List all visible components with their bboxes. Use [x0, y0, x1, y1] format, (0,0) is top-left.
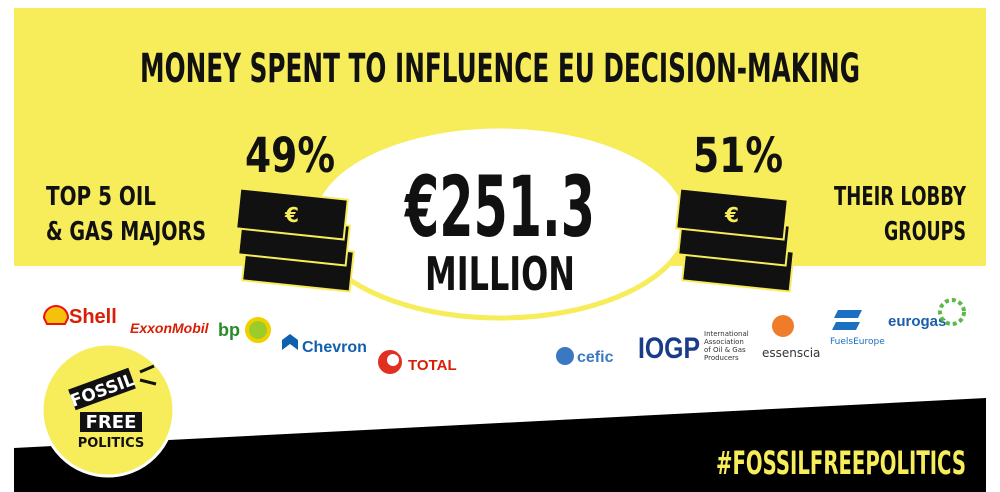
lobby-logo: essenscia [762, 346, 820, 360]
title: MONEY SPENT TO INFLUENCE EU DECISION-MAK… [140, 46, 860, 92]
company-logo: ExxonMobil [130, 320, 210, 336]
lobby-logo: eurogas [888, 313, 946, 330]
banknote [235, 187, 349, 241]
company-logo: Shell [69, 306, 117, 328]
euro-sign: € [724, 203, 739, 227]
money-stack: € [235, 187, 355, 293]
left-label: & GAS MAJORS [46, 217, 206, 247]
right-percent: 51% [693, 128, 783, 184]
badge-text: FREE [86, 412, 137, 433]
total-icon [387, 354, 399, 366]
right-label: GROUPS [884, 217, 966, 247]
company-logo: bp [218, 320, 240, 340]
black-band [14, 398, 986, 492]
scissors [139, 364, 157, 386]
badge [40, 342, 176, 478]
essenscia-icon [772, 315, 794, 337]
lobby-logo-line: International [704, 330, 749, 338]
bp-icon [245, 317, 271, 343]
lobby-logo-line: of Oil & Gas [704, 346, 746, 354]
lobby-logo-line: Association [704, 338, 744, 346]
total-amount: €251.3 [404, 158, 595, 256]
company-logo: TOTAL [408, 357, 457, 374]
lobby-logo-line: Producers [704, 354, 739, 362]
total-unit: MILLION [425, 247, 575, 301]
lobby-logo: FuelsEurope [830, 337, 885, 347]
shell-icon [42, 305, 70, 325]
badge-strip [80, 412, 142, 432]
euro-sign: € [284, 203, 299, 227]
left-percent: 49% [245, 128, 335, 184]
badge-strip [68, 367, 136, 411]
fuelseurope-icon [832, 310, 862, 330]
hashtag: #FOSSILFREEPOLITICS [716, 444, 966, 482]
company-logo: Chevron [302, 339, 367, 356]
right-label: THEIR LOBBY [834, 182, 967, 212]
lobby-logo: IOGP [638, 332, 700, 365]
money-stack: € [675, 187, 795, 293]
cefic-icon [556, 347, 574, 365]
lobby-logo: cefic [577, 349, 614, 366]
chevron-icon [282, 334, 298, 350]
left-label: TOP 5 OIL [46, 182, 156, 212]
banknote [675, 187, 789, 241]
badge-text: POLITICS [78, 436, 145, 451]
eurogas-icon [938, 298, 966, 326]
